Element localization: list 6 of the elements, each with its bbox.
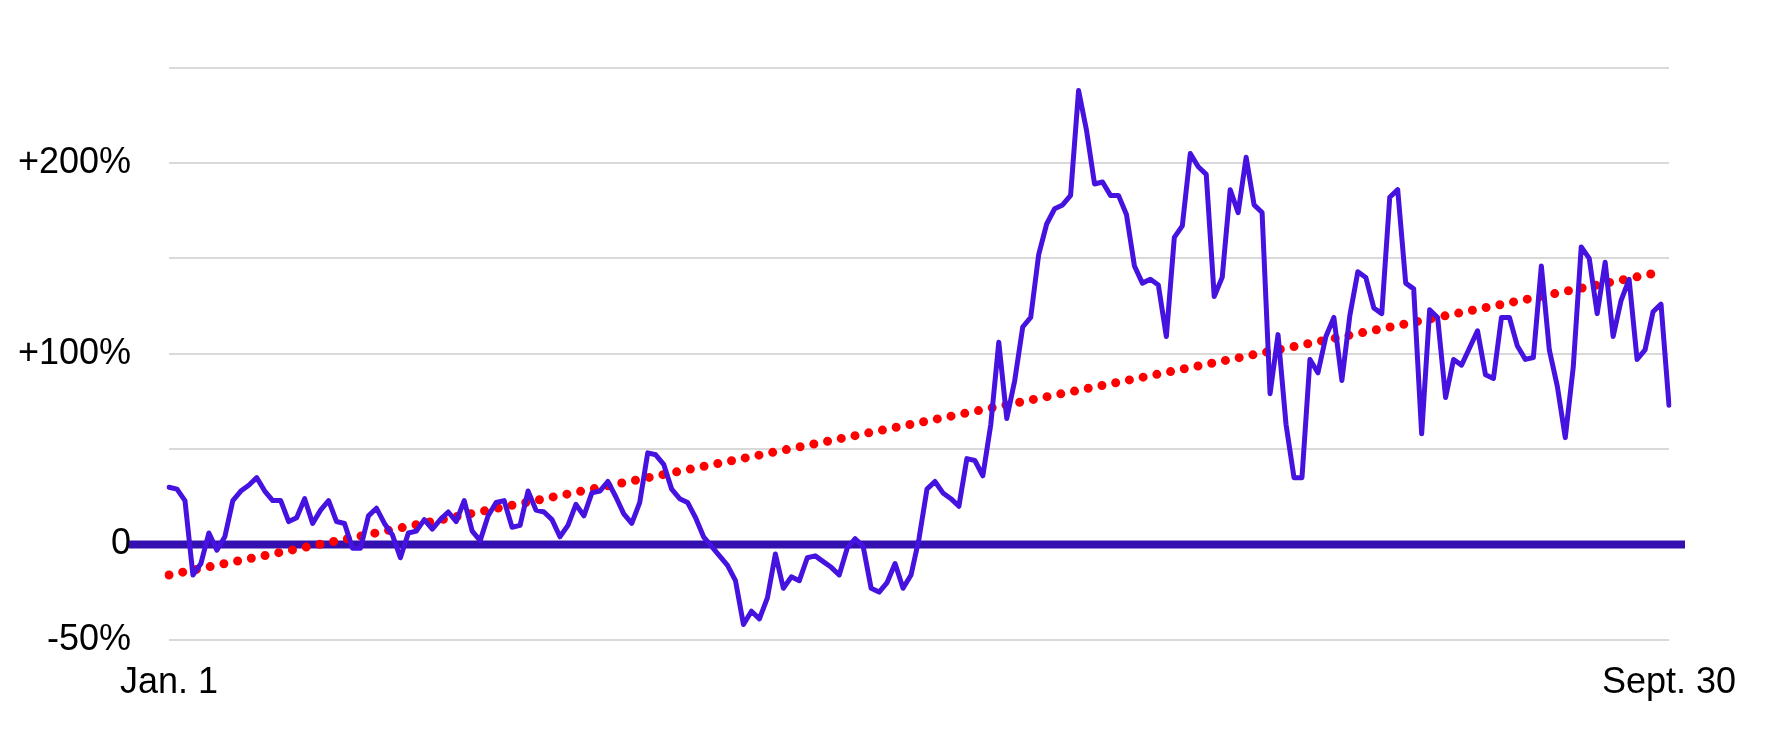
y-tick-label: -50%	[46, 616, 131, 658]
y-tick-label: +100%	[17, 330, 131, 372]
y-tick-label: +200%	[17, 139, 131, 181]
x-tick-label: Sept. 30	[1601, 660, 1737, 702]
y-tick-label: 0	[110, 521, 131, 563]
x-tick-label: Jan. 1	[119, 660, 219, 702]
